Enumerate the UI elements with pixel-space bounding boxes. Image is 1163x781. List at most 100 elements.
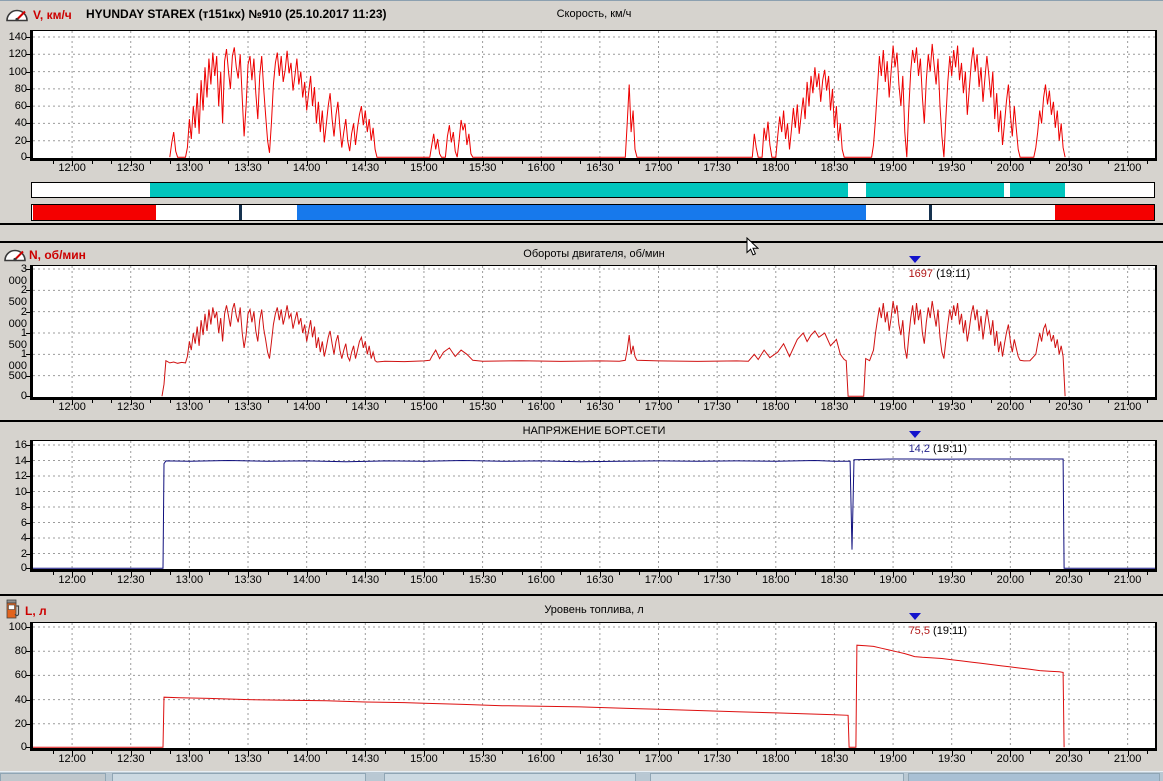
marker-value: 1697 (19:11): [909, 268, 971, 280]
timeline-ignition-bar[interactable]: [31, 182, 1155, 198]
axis-minor-tick: [208, 751, 210, 754]
axis-minor-tick: [326, 400, 328, 403]
y-tick-mark: [26, 461, 30, 462]
speed-unit-label: V, км/ч: [33, 8, 72, 22]
x-tick-label: 14:00: [292, 162, 321, 174]
axis-minor-tick: [1088, 161, 1090, 164]
axis-minor-tick: [423, 400, 425, 405]
axis-minor-tick: [443, 751, 445, 754]
axis-minor-tick: [814, 400, 816, 403]
axis-minor-tick: [228, 751, 230, 754]
marker-value-number: 75,5: [908, 625, 930, 637]
rpm-chart-plot[interactable]: [30, 265, 1157, 400]
status-segment: [33, 205, 157, 220]
axis-minor-tick: [404, 572, 406, 575]
taskbar-button[interactable]: [0, 773, 106, 781]
axis-minor-tick: [52, 161, 54, 164]
axis-minor-tick: [130, 161, 132, 166]
axis-minor-tick: [1088, 572, 1090, 575]
y-tick-label: 6: [20, 516, 27, 529]
axis-minor-tick: [267, 161, 269, 164]
y-tick-label: 8: [20, 501, 27, 513]
axis-minor-tick: [951, 161, 953, 166]
axis-minor-tick: [717, 400, 719, 405]
x-tick-label: 13:00: [175, 753, 204, 765]
axis-minor-tick: [345, 161, 347, 164]
axis-minor-tick: [52, 751, 54, 754]
marker-triangle[interactable]: [908, 431, 921, 438]
x-tick-label: 20:00: [996, 401, 1025, 413]
axis-minor-tick: [169, 400, 171, 403]
fuel-chart-plot[interactable]: [30, 622, 1157, 751]
axis-minor-tick: [1010, 161, 1012, 166]
x-tick-label: 20:00: [996, 162, 1025, 174]
axis-minor-tick: [150, 751, 152, 754]
vehicle-title: HYUNDAY STAREX (т151кх) №910 (25.10.2017…: [86, 7, 387, 21]
taskbar-button[interactable]: [650, 773, 904, 781]
voltage-chart-plot[interactable]: [30, 440, 1157, 572]
axis-minor-tick: [678, 161, 680, 164]
section-separator: [0, 223, 1163, 225]
axis-minor-tick: [521, 400, 523, 403]
axis-minor-tick: [658, 400, 660, 405]
axis-minor-tick: [1068, 572, 1070, 577]
axis-minor-tick: [658, 572, 660, 577]
axis-minor-tick: [619, 161, 621, 164]
axis-minor-tick: [541, 400, 543, 405]
axis-minor-tick: [463, 751, 465, 754]
y-tick-label: 80: [14, 645, 27, 658]
x-tick-label: 12:00: [58, 753, 86, 765]
x-tick-label: 12:30: [116, 162, 145, 174]
axis-minor-tick: [775, 572, 777, 577]
y-tick-label: 120: [8, 48, 27, 61]
y-tick-mark: [26, 290, 30, 291]
x-tick-label: 18:00: [762, 162, 790, 174]
taskbar-button[interactable]: [112, 773, 366, 781]
taskbar-button[interactable]: [908, 773, 1160, 781]
axis-minor-tick: [717, 161, 719, 166]
fuel-chart-canvas: [33, 623, 1155, 748]
x-tick-label: 16:30: [586, 753, 614, 765]
axis-minor-tick: [52, 572, 54, 575]
x-tick-label: 12:00: [58, 162, 86, 174]
y-tick-label: 20: [14, 717, 27, 730]
y-tick-mark: [26, 700, 30, 701]
axis-minor-tick: [697, 751, 699, 754]
x-tick-label: 12:30: [116, 401, 145, 413]
voltage-series-line: [33, 458, 1155, 569]
axis-minor-tick: [1010, 400, 1012, 405]
axis-minor-tick: [951, 572, 953, 577]
marker-value-time: (19:11): [933, 268, 971, 280]
y-tick-label: 0: [20, 562, 27, 575]
marker-triangle[interactable]: [908, 256, 921, 263]
x-tick-label: 12:00: [58, 574, 86, 586]
status-segment: [1055, 205, 1154, 220]
axis-minor-tick: [990, 751, 992, 754]
axis-minor-tick: [228, 161, 230, 164]
axis-minor-tick: [248, 400, 250, 405]
taskbar-button[interactable]: [384, 773, 636, 781]
axis-minor-tick: [893, 400, 895, 405]
axis-minor-tick: [893, 572, 895, 577]
axis-minor-tick: [365, 400, 367, 405]
timeline-status-bar[interactable]: [31, 204, 1155, 221]
rpm-chart-canvas: [33, 266, 1155, 397]
marker-triangle[interactable]: [908, 613, 921, 620]
axis-minor-tick: [91, 751, 93, 754]
status-tick-mark: [929, 205, 933, 220]
x-tick-label: 16:00: [527, 401, 555, 413]
axis-minor-tick: [72, 400, 74, 405]
axis-minor-tick: [1108, 161, 1110, 164]
axis-minor-tick: [951, 400, 953, 405]
axis-minor-tick: [795, 572, 797, 575]
axis-minor-tick: [873, 572, 875, 575]
axis-minor-tick: [775, 161, 777, 166]
y-tick-mark: [26, 89, 30, 90]
x-tick-label: 19:00: [879, 162, 907, 174]
y-tick-mark: [26, 492, 30, 493]
x-tick-label: 18:30: [820, 574, 849, 586]
axis-minor-tick: [775, 751, 777, 756]
speed-chart-plot[interactable]: [30, 30, 1157, 161]
axis-minor-tick: [560, 751, 562, 754]
axis-minor-tick: [1010, 751, 1012, 756]
